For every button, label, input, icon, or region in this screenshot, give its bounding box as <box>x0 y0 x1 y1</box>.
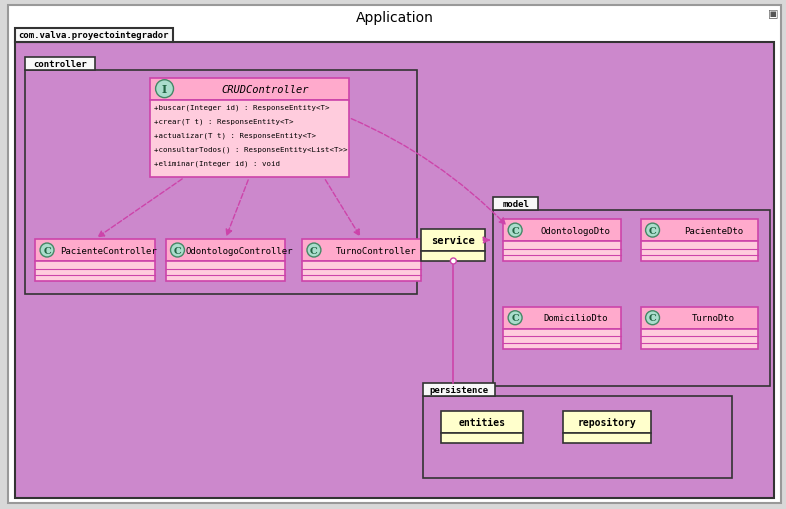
Circle shape <box>508 311 522 325</box>
Text: +actualizar(T t) : ResponseEntity<T>: +actualizar(T t) : ResponseEntity<T> <box>153 132 316 139</box>
Circle shape <box>645 311 659 325</box>
Circle shape <box>40 244 54 258</box>
FancyBboxPatch shape <box>503 220 621 242</box>
Text: OdontologoController: OdontologoController <box>185 246 293 255</box>
FancyBboxPatch shape <box>641 307 758 329</box>
Circle shape <box>156 80 174 98</box>
Text: model: model <box>502 200 529 209</box>
Text: +buscar(Integer id) : ResponseEntity<T>: +buscar(Integer id) : ResponseEntity<T> <box>153 104 329 111</box>
FancyBboxPatch shape <box>149 100 349 178</box>
Text: controller: controller <box>33 60 87 69</box>
Text: DomicilioDto: DomicilioDto <box>544 314 608 323</box>
FancyBboxPatch shape <box>641 329 758 349</box>
Text: PacienteController: PacienteController <box>61 246 157 255</box>
Text: +consultarTodos() : ResponseEntity<List<T>>: +consultarTodos() : ResponseEntity<List<… <box>153 146 347 153</box>
Text: persistence: persistence <box>430 386 489 394</box>
FancyBboxPatch shape <box>493 198 538 211</box>
Text: ▣: ▣ <box>768 9 778 19</box>
Text: C: C <box>174 246 182 255</box>
FancyBboxPatch shape <box>35 240 155 262</box>
FancyBboxPatch shape <box>166 262 285 281</box>
Text: service: service <box>432 236 476 245</box>
Text: Application: Application <box>356 11 434 25</box>
Text: C: C <box>43 246 51 255</box>
Text: CRUDController: CRUDController <box>222 84 309 95</box>
FancyBboxPatch shape <box>302 240 421 262</box>
FancyBboxPatch shape <box>503 329 621 349</box>
Text: OdontologoDto: OdontologoDto <box>541 226 611 235</box>
Text: PacienteDto: PacienteDto <box>684 226 743 235</box>
FancyBboxPatch shape <box>15 43 774 498</box>
FancyBboxPatch shape <box>503 307 621 329</box>
Text: C: C <box>648 226 656 235</box>
Text: C: C <box>511 314 519 323</box>
FancyBboxPatch shape <box>563 412 651 433</box>
FancyBboxPatch shape <box>149 78 349 100</box>
FancyBboxPatch shape <box>641 220 758 242</box>
Text: com.valva.proyectointegrador: com.valva.proyectointegrador <box>19 32 169 40</box>
Text: TurnoController: TurnoController <box>336 246 416 255</box>
FancyBboxPatch shape <box>503 242 621 262</box>
FancyBboxPatch shape <box>35 262 155 281</box>
FancyBboxPatch shape <box>421 251 485 262</box>
FancyBboxPatch shape <box>563 433 651 443</box>
Text: entities: entities <box>459 417 505 428</box>
FancyBboxPatch shape <box>424 384 495 397</box>
FancyBboxPatch shape <box>8 6 781 503</box>
Text: C: C <box>310 246 318 255</box>
FancyBboxPatch shape <box>421 230 485 251</box>
Text: TurnoDto: TurnoDto <box>692 314 735 323</box>
FancyBboxPatch shape <box>424 397 733 478</box>
FancyBboxPatch shape <box>15 29 172 43</box>
FancyBboxPatch shape <box>25 58 95 71</box>
Circle shape <box>171 244 185 258</box>
FancyBboxPatch shape <box>442 412 523 433</box>
FancyBboxPatch shape <box>302 262 421 281</box>
FancyBboxPatch shape <box>493 211 770 387</box>
FancyBboxPatch shape <box>166 240 285 262</box>
Text: C: C <box>511 226 519 235</box>
FancyBboxPatch shape <box>641 242 758 262</box>
FancyBboxPatch shape <box>25 71 417 294</box>
Text: repository: repository <box>578 417 636 428</box>
Text: C: C <box>648 314 656 323</box>
Text: I: I <box>162 84 167 95</box>
Text: +eliminar(Integer id) : void: +eliminar(Integer id) : void <box>153 160 280 166</box>
Circle shape <box>307 244 321 258</box>
Text: +crear(T t) : ResponseEntity<T>: +crear(T t) : ResponseEntity<T> <box>153 118 293 125</box>
Circle shape <box>645 223 659 238</box>
Circle shape <box>450 259 457 265</box>
Circle shape <box>508 223 522 238</box>
FancyBboxPatch shape <box>442 433 523 443</box>
